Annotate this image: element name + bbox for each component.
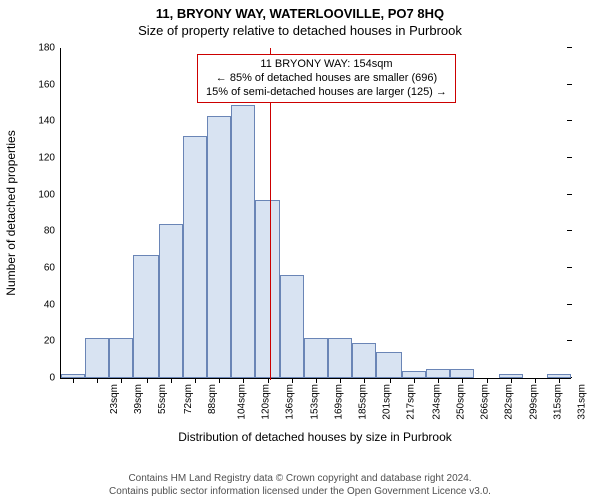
x-tick-mark bbox=[390, 378, 391, 383]
histogram-bar bbox=[280, 275, 304, 378]
histogram-bar bbox=[304, 338, 328, 378]
y-tick-mark bbox=[567, 230, 572, 231]
histogram-bar bbox=[85, 338, 109, 378]
x-tick-label: 299sqm bbox=[529, 384, 540, 420]
x-tick-label: 72sqm bbox=[183, 384, 194, 414]
x-tick-mark bbox=[73, 378, 74, 383]
footer-line2: Contains public sector information licen… bbox=[0, 486, 600, 499]
histogram-bar bbox=[450, 369, 474, 378]
y-tick-label: 0 bbox=[49, 373, 61, 384]
x-tick-mark bbox=[195, 378, 196, 383]
x-tick-mark bbox=[243, 378, 244, 383]
x-tick-label: 88sqm bbox=[207, 384, 218, 414]
x-tick-mark bbox=[340, 378, 341, 383]
histogram-bar bbox=[61, 374, 85, 378]
histogram-bar bbox=[376, 352, 402, 378]
x-tick-label: 136sqm bbox=[284, 384, 295, 420]
callout-box: 11 BRYONY WAY: 154sqm ← 85% of detached … bbox=[197, 54, 456, 103]
y-axis-label: Number of detached properties bbox=[4, 48, 20, 378]
y-tick-mark bbox=[567, 340, 572, 341]
x-tick-label: 55sqm bbox=[157, 384, 168, 414]
histogram-bar bbox=[133, 255, 159, 378]
x-tick-label: 217sqm bbox=[406, 384, 417, 420]
footer-attribution: Contains HM Land Registry data © Crown c… bbox=[0, 473, 600, 498]
title-line2: Size of property relative to detached ho… bbox=[0, 21, 600, 38]
y-tick-mark bbox=[567, 304, 572, 305]
x-tick-mark bbox=[414, 378, 415, 383]
histogram-bar bbox=[159, 224, 183, 378]
y-tick-mark bbox=[567, 194, 572, 195]
histogram-bar bbox=[352, 343, 376, 378]
histogram-bar bbox=[207, 116, 231, 378]
x-tick-label: 331sqm bbox=[577, 384, 588, 420]
y-tick-label: 40 bbox=[44, 299, 61, 310]
y-tick-mark bbox=[567, 120, 572, 121]
x-tick-mark bbox=[147, 378, 148, 383]
x-tick-label: 153sqm bbox=[310, 384, 321, 420]
histogram-plot: 02040608010012014016018023sqm39sqm55sqm7… bbox=[60, 48, 571, 379]
y-tick-label: 160 bbox=[38, 79, 61, 90]
y-tick-label: 60 bbox=[44, 263, 61, 274]
x-tick-mark bbox=[364, 378, 365, 383]
histogram-bar bbox=[426, 369, 450, 378]
y-tick-label: 80 bbox=[44, 226, 61, 237]
y-tick-mark bbox=[567, 47, 572, 48]
y-tick-label: 20 bbox=[44, 336, 61, 347]
title-line1: 11, BRYONY WAY, WATERLOOVILLE, PO7 8HQ bbox=[0, 0, 600, 21]
x-tick-label: 201sqm bbox=[382, 384, 393, 420]
x-tick-mark bbox=[292, 378, 293, 383]
callout-line3: 15% of semi-detached houses are larger (… bbox=[206, 86, 447, 100]
x-tick-mark bbox=[487, 378, 488, 383]
x-tick-label: 315sqm bbox=[553, 384, 564, 420]
x-tick-label: 169sqm bbox=[334, 384, 345, 420]
histogram-bar bbox=[255, 200, 281, 378]
x-tick-label: 282sqm bbox=[503, 384, 514, 420]
callout-line1: 11 BRYONY WAY: 154sqm bbox=[206, 58, 447, 72]
x-tick-label: 266sqm bbox=[479, 384, 490, 420]
histogram-bar bbox=[231, 105, 255, 378]
x-tick-mark bbox=[438, 378, 439, 383]
histogram-bar bbox=[402, 371, 426, 378]
histogram-bar bbox=[547, 374, 571, 378]
x-tick-label: 104sqm bbox=[236, 384, 247, 420]
y-tick-label: 100 bbox=[38, 189, 61, 200]
histogram-bar bbox=[499, 374, 523, 378]
histogram-bar bbox=[183, 136, 207, 378]
x-tick-mark bbox=[97, 378, 98, 383]
histogram-bar bbox=[109, 338, 133, 378]
x-axis-label: Distribution of detached houses by size … bbox=[60, 430, 570, 444]
x-tick-mark bbox=[171, 378, 172, 383]
y-tick-label: 140 bbox=[38, 116, 61, 127]
y-tick-label: 120 bbox=[38, 153, 61, 164]
y-tick-mark bbox=[567, 157, 572, 158]
x-tick-mark bbox=[559, 378, 560, 383]
y-tick-label: 180 bbox=[38, 43, 61, 54]
x-tick-mark bbox=[462, 378, 463, 383]
x-tick-label: 234sqm bbox=[431, 384, 442, 420]
x-tick-mark bbox=[316, 378, 317, 383]
callout-line2: ← 85% of detached houses are smaller (69… bbox=[206, 72, 447, 86]
x-tick-mark bbox=[219, 378, 220, 383]
y-tick-mark bbox=[567, 84, 572, 85]
x-tick-mark bbox=[121, 378, 122, 383]
footer-line1: Contains HM Land Registry data © Crown c… bbox=[0, 473, 600, 486]
x-tick-label: 23sqm bbox=[109, 384, 120, 414]
x-tick-label: 250sqm bbox=[455, 384, 466, 420]
x-tick-label: 185sqm bbox=[358, 384, 369, 420]
x-tick-label: 120sqm bbox=[260, 384, 271, 420]
x-tick-label: 39sqm bbox=[133, 384, 144, 414]
x-tick-mark bbox=[535, 378, 536, 383]
y-tick-mark bbox=[567, 267, 572, 268]
x-tick-mark bbox=[511, 378, 512, 383]
histogram-bar bbox=[328, 338, 352, 378]
